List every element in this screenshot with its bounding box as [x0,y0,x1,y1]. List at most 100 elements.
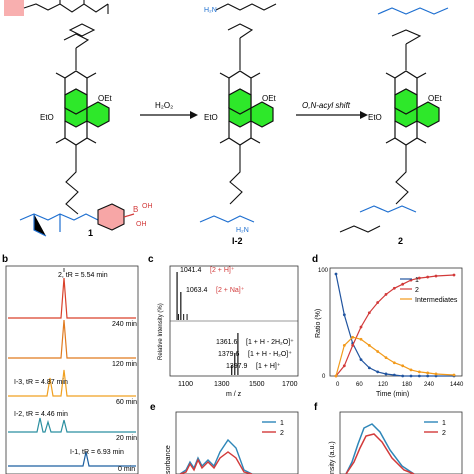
panel-d-xtick-60: 60 [356,382,363,388]
boronic-oh-2: OH [136,221,147,228]
oet-label-3: OEt [428,94,443,103]
peak-1063-text: 1063.4 [186,287,208,294]
panel-d-legend: 1 2 Intermediates [400,277,458,304]
panel-c-xtick-1700: 1700 [282,381,298,388]
peak-1063-ion: [2 + Na]⁺ [216,287,245,294]
panel-b-i3-label: I-3, tR = 4.87 min [14,379,68,386]
peak-1361-text: 1361.6 [216,339,238,346]
legend-d-2: 2 [415,287,419,294]
oet-label-1: OEt [98,94,113,103]
kinetics-point [401,364,405,368]
peak-1379-ion: [1 + H - H₂O]⁺ [248,351,292,358]
peak-1361-ion: [1 + H - 2H₂O]⁺ [246,339,294,346]
peak-1041-ion: [2 + H]⁺ [210,267,235,274]
panel-c: c Relative Intensity (%) 1041.4 [2 + H]⁺… [148,254,299,398]
fluorescence-curve-1 [345,423,415,474]
legend-e-2: 2 [280,430,284,437]
absorbance-curve-1 [179,438,253,474]
kinetics-point [426,371,430,375]
boronic-boron: B [133,205,138,214]
panel-d-xtick-240: 240 [424,382,435,388]
panel-d-xtick-1440: 1440 [450,382,464,388]
kinetics-point [359,337,363,341]
kinetics-point [434,372,438,376]
kinetics-point [342,364,346,368]
panel-b-peak-2-label: 2, tR = 5.54 min [58,272,108,279]
eto-label-3: EtO [368,113,382,122]
legend-f-1: 1 [442,420,446,427]
peak-1397-text: 1397.9 [226,363,248,370]
kinetics-point [334,374,338,378]
legend-d-1: 1 [415,277,419,284]
panel-c-xtick-1500: 1500 [249,381,265,388]
h2n-bottom: H₂N [236,227,249,234]
legend-f-2: 2 [442,430,446,437]
panel-d: d Ratio (%) 1 2 Intermediates 0 100 0 60… [312,254,464,398]
kinetics-point [367,311,371,315]
trace-time-60: 60 min [116,399,137,406]
reaction-arrow-1: H₂O₂ [140,101,198,119]
panel-c-ylabel: Relative Intensity (%) [158,303,164,360]
panel-d-ylabel: Ratio (%) [315,309,322,338]
panel-b: b 2, tR = 5.54 min I-3, tR = 4.87 min I-… [2,254,139,474]
panel-c-xtick-1100: 1100 [178,381,193,388]
trace-time-240: 240 min [112,321,137,328]
kinetics-point [452,373,456,377]
kinetics-point [401,374,405,378]
peak-1379-text: 1379.6 [218,351,240,358]
kinetics-point [384,356,388,360]
kinetics-point [426,275,430,279]
peak-1397-ion: [1 + H]⁺ [256,363,281,370]
hplc-trace-0 [8,277,136,319]
kinetics-point [342,344,346,347]
kinetics-point [434,374,438,378]
panel-c-label: c [148,254,154,265]
panel-d-xtick-180: 180 [402,382,413,388]
kinetics-point [417,374,421,378]
kinetics-point [359,325,363,329]
panel-b-label: b [2,254,8,265]
kinetics-point [334,272,338,276]
kinetics-point [376,301,380,304]
h2n-top: H₂N [204,7,217,14]
panel-e-ylabel: sorbance [165,445,172,474]
kinetics-point [452,273,456,277]
fluorescence-curve-2 [345,433,415,474]
kinetics-point [367,344,371,347]
kinetics-point [434,274,438,278]
panel-e-label: e [150,402,156,413]
kinetics-point [351,344,355,347]
kinetics-series-1 [335,274,455,377]
panel-b-i1-label: I-1, tR = 6.93 min [70,449,124,456]
reagent-h2o2: H₂O₂ [155,101,173,110]
boronic-oh-1: OH [142,203,153,210]
peak-1041-text: 1041.4 [180,267,202,274]
panel-d-ytick-100: 100 [318,268,329,274]
kinetics-point [417,370,421,374]
compound-2-label: 2 [398,236,403,246]
molecule-i2: H₂N H₂N OEt EtO I-2 [199,3,277,246]
absorbance-curve-2 [179,451,253,474]
panel-d-label: d [312,254,318,265]
kinetics-point [392,361,396,365]
kinetics-point [376,350,380,353]
panel-f: f nsity (a.u.) 1 2 [314,402,463,474]
panel-f-ylabel: nsity (a.u.) [329,441,336,474]
kinetics-point [409,368,413,372]
kinetics-point [401,282,405,286]
molecule-1: B OH OH OEt EtO 1 [4,0,153,238]
kinetics-point [351,335,355,339]
legend-d-intermediates: Intermediates [415,297,458,304]
kinetics-point [384,293,388,296]
compound-i2-label: I-2 [232,236,243,246]
hplc-trace-2 [8,369,136,397]
panel-d-ytick-0: 0 [322,374,326,380]
kinetics-point [342,313,346,317]
panel-b-i2-label: I-2, tR = 4.46 min [14,411,68,418]
kinetics-point [426,374,430,378]
legend-e-1: 1 [280,420,284,427]
kinetics-point [359,358,363,362]
panel-c-xlabel: m / z [226,391,242,398]
kinetics-point [384,372,388,376]
